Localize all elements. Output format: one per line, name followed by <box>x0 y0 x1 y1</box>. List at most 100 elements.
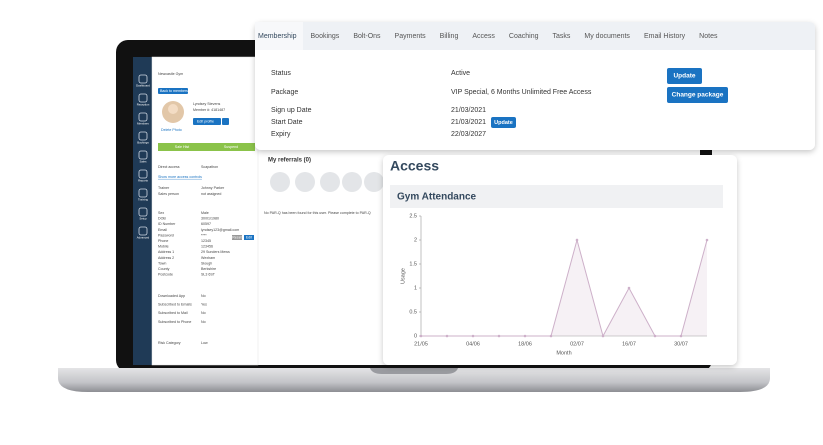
field-label: ID Number <box>158 222 176 226</box>
field-label: Status <box>271 70 291 77</box>
field-label: Postcode <box>158 273 173 277</box>
action-button[interactable] <box>207 143 255 151</box>
back-label[interactable]: Back to members list <box>160 89 193 93</box>
membership-card <box>255 22 815 150</box>
field-label: Trainer <box>158 186 170 190</box>
password-button-label[interactable]: Reset <box>232 235 241 239</box>
tab[interactable]: My documents <box>584 33 630 40</box>
field-value: Low <box>201 341 208 345</box>
field-value: Scapathon <box>201 165 218 169</box>
field-label: Town <box>158 261 166 265</box>
change-package-label[interactable]: Change package <box>672 92 724 99</box>
point <box>653 334 657 338</box>
laptop-ui: Newcastle Gym Back to members list Lynds… <box>136 72 384 345</box>
field-value: Yes <box>201 303 207 307</box>
action-button[interactable] <box>158 143 207 151</box>
sidebar-icon[interactable] <box>138 207 148 217</box>
field-value: Active <box>451 70 470 77</box>
tab[interactable]: Bookings <box>311 33 340 40</box>
sidebar-label[interactable]: Reports <box>138 179 148 183</box>
x-tick-label: 18/06 <box>518 341 532 347</box>
field-value: VIP Special, 6 Months Unlimited Free Acc… <box>451 89 592 96</box>
tab[interactable]: Access <box>472 33 495 40</box>
chart-header <box>390 185 723 208</box>
sidebar-label[interactable]: Sales <box>140 160 148 164</box>
back-button[interactable] <box>158 88 188 94</box>
field-label: Start Date <box>271 119 303 126</box>
sidebar-icon[interactable] <box>138 74 148 84</box>
field-label: Mobile <box>158 245 169 249</box>
field-value: not assigned <box>201 192 221 196</box>
field-value: No <box>201 311 206 315</box>
tab[interactable]: Tasks <box>553 33 571 40</box>
sidebar-icon[interactable] <box>138 150 148 160</box>
field-label: Package <box>271 89 298 96</box>
x-tick-label: 02/07 <box>570 341 584 347</box>
field-value: lyndsey123@gmail.com <box>201 228 239 232</box>
y-tick-label: 2.5 <box>409 213 417 219</box>
action-label[interactable]: Sale Hist <box>175 145 189 149</box>
tab[interactable]: Coaching <box>509 33 539 40</box>
update-button[interactable] <box>667 68 702 84</box>
tab[interactable]: Bolt-Ons <box>353 33 381 40</box>
tab-bar <box>255 22 815 50</box>
field-label: Sales person <box>158 192 179 196</box>
sidebar-label[interactable]: Bookings <box>137 141 149 145</box>
action-label[interactable]: Suspend <box>224 145 238 149</box>
field-value: Male <box>201 211 209 215</box>
edit-profile-button[interactable] <box>193 118 221 125</box>
edit-profile-label[interactable]: Edit profile <box>197 119 214 123</box>
tab[interactable]: Notes <box>699 33 718 40</box>
password-button-label[interactable]: Edit <box>246 235 252 239</box>
chart: 0 0.5 1 1.5 2 2.5 21/05 04/06 18/06 02/07 16/07 30/… <box>400 213 709 356</box>
referrals-title: My referrals (0) <box>268 158 311 164</box>
parq-note: No PAR-Q has been found for this user. P… <box>264 211 371 215</box>
point <box>575 238 579 242</box>
password-button[interactable] <box>232 235 242 240</box>
sidebar-label[interactable]: Training <box>138 198 148 202</box>
sidebar-icon[interactable] <box>138 112 148 122</box>
field-value: Slough <box>201 261 212 265</box>
update-start-label[interactable]: Update <box>494 120 513 126</box>
field-value: No <box>201 294 206 298</box>
field-label: Email <box>158 228 167 232</box>
card <box>255 22 815 150</box>
chart-title: Gym Attendance <box>397 192 477 203</box>
sidebar-icon[interactable] <box>138 169 148 179</box>
update-label[interactable]: Update <box>673 73 695 80</box>
sidebar-label[interactable]: Members <box>137 122 149 126</box>
active-tab <box>255 22 303 50</box>
tab[interactable]: Email History <box>644 33 686 40</box>
sidebar-icon[interactable] <box>138 93 148 103</box>
field-value: 30/01/1980 <box>201 217 219 221</box>
sidebar-label[interactable]: Advanced <box>137 236 150 240</box>
field-value: 29 Sunders Mews <box>201 250 230 254</box>
sidebar-label[interactable]: Setup <box>139 217 147 221</box>
tab[interactable]: Billing <box>440 33 459 40</box>
sidebar-label[interactable]: Reception <box>137 103 150 107</box>
line <box>421 238 708 338</box>
field-label: DOB <box>158 217 166 221</box>
point <box>471 334 475 338</box>
field-label: Risk Category <box>158 341 181 345</box>
edit-dropdown[interactable] <box>222 118 229 125</box>
update-start-button[interactable] <box>491 117 516 128</box>
member-name: Lyndsey Stevens <box>193 102 220 106</box>
more-link[interactable]: Show more access controls <box>158 175 202 179</box>
sidebar-label[interactable]: Dashboard <box>136 84 150 88</box>
password-button[interactable] <box>244 235 254 240</box>
sidebar-icon[interactable] <box>138 226 148 236</box>
sidebar-icon[interactable] <box>138 188 148 198</box>
sidebar-icon[interactable] <box>138 131 148 141</box>
y-tick-label: 0.5 <box>409 309 417 315</box>
tabs: Membership Bookings Bolt-Ons Payments Billin… <box>258 33 718 40</box>
tab[interactable]: Membership <box>258 33 297 40</box>
y-tick-label: 1 <box>414 285 417 291</box>
change-package-button[interactable] <box>667 87 728 103</box>
laptop-base <box>58 368 770 392</box>
referral-slot <box>320 172 340 192</box>
field-value: 21/03/2021 <box>451 107 486 114</box>
x-tick-label: 21/05 <box>414 341 428 347</box>
tab[interactable]: Payments <box>395 33 427 40</box>
photo-link[interactable]: Delete Photo <box>161 128 182 132</box>
